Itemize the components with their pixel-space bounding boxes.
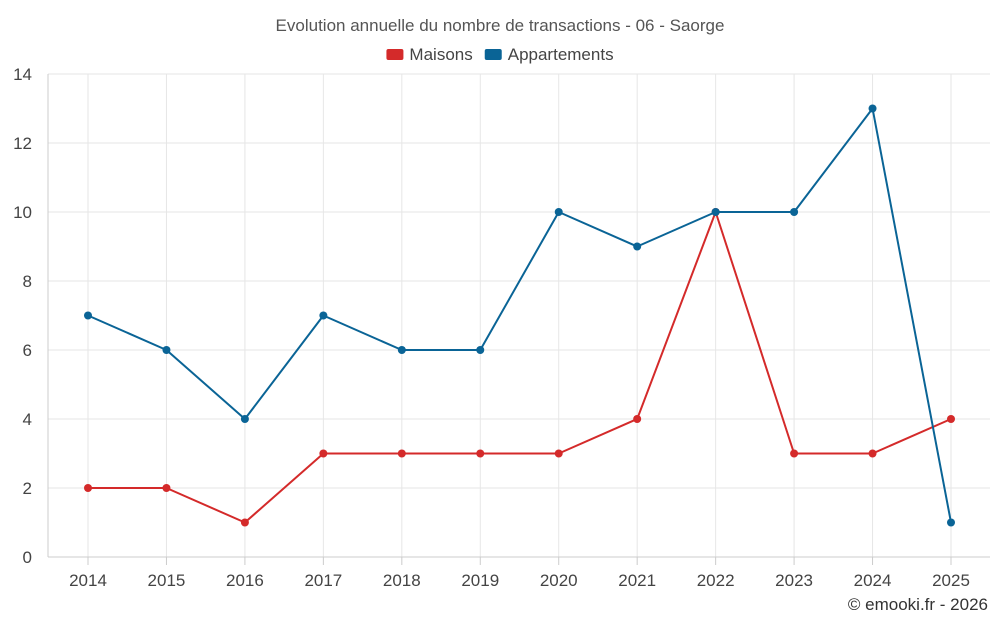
data-point-appartements[interactable] bbox=[84, 311, 92, 320]
x-tick-label: 2015 bbox=[148, 571, 186, 590]
series-group bbox=[84, 104, 955, 527]
data-point-appartements[interactable] bbox=[240, 415, 249, 423]
legend-label: Appartements bbox=[508, 45, 614, 64]
x-tick-label: 2020 bbox=[540, 571, 578, 590]
x-tick-label: 2022 bbox=[697, 571, 735, 590]
y-tick-label: 14 bbox=[13, 65, 32, 84]
credit-text: © emooki.fr - 2026 bbox=[848, 595, 988, 614]
x-tick-label: 2023 bbox=[775, 571, 813, 590]
chart-title: Evolution annuelle du nombre de transact… bbox=[276, 16, 725, 35]
x-tick-label: 2014 bbox=[69, 571, 107, 590]
data-point-appartements[interactable] bbox=[554, 208, 563, 216]
data-point-appartements[interactable] bbox=[711, 208, 720, 216]
data-point-maisons[interactable] bbox=[162, 484, 171, 492]
x-axis: 2014 2015 2016 2017 2018 2019 2020 2021 2022 2023… bbox=[48, 556, 990, 590]
legend-item-maisons[interactable]: Maisons bbox=[386, 45, 473, 64]
x-tick-label: 2018 bbox=[383, 571, 421, 590]
data-point-maisons[interactable] bbox=[554, 449, 563, 458]
legend-swatch bbox=[386, 49, 404, 60]
y-tick-label: 8 bbox=[23, 272, 32, 291]
data-point-maisons[interactable] bbox=[633, 415, 642, 423]
data-point-appartements[interactable] bbox=[476, 346, 485, 354]
data-point-maisons[interactable] bbox=[397, 449, 406, 458]
data-point-appartements[interactable] bbox=[947, 518, 955, 527]
y-tick-label: 12 bbox=[13, 134, 32, 153]
data-point-maisons[interactable] bbox=[240, 518, 249, 527]
x-tick-label: 2016 bbox=[226, 571, 264, 590]
data-point-appartements[interactable] bbox=[790, 208, 799, 216]
legend: Maisons Appartements bbox=[386, 45, 614, 64]
legend-swatch bbox=[484, 49, 502, 60]
grid bbox=[48, 73, 990, 557]
data-point-appartements[interactable] bbox=[162, 346, 171, 354]
x-tick-label: 2017 bbox=[304, 571, 342, 590]
x-tick-label: 2025 bbox=[932, 571, 970, 590]
data-point-appartements[interactable] bbox=[868, 104, 877, 113]
y-tick-label: 2 bbox=[23, 479, 32, 498]
data-point-maisons[interactable] bbox=[947, 415, 955, 423]
x-tick-label: 2024 bbox=[854, 571, 892, 590]
data-point-appartements[interactable] bbox=[397, 346, 406, 354]
x-tick-label: 2019 bbox=[461, 571, 499, 590]
y-tick-label: 4 bbox=[23, 410, 32, 429]
x-tick-label: 2021 bbox=[618, 571, 656, 590]
series-maisons bbox=[84, 208, 955, 527]
data-point-appartements[interactable] bbox=[633, 242, 642, 251]
y-axis: 0 2 4 6 8 10 12 14 bbox=[13, 65, 49, 567]
legend-label: Maisons bbox=[409, 45, 472, 64]
data-point-maisons[interactable] bbox=[868, 449, 877, 458]
data-point-maisons[interactable] bbox=[790, 449, 799, 458]
y-tick-label: 0 bbox=[23, 548, 32, 567]
series-line-maisons bbox=[88, 211, 952, 524]
series-line-appartements bbox=[87, 107, 952, 523]
data-point-maisons[interactable] bbox=[476, 449, 485, 458]
legend-item-appartements[interactable]: Appartements bbox=[484, 45, 614, 64]
y-tick-label: 6 bbox=[23, 341, 32, 360]
data-point-maisons[interactable] bbox=[84, 484, 92, 492]
y-tick-label: 10 bbox=[13, 203, 32, 222]
data-point-maisons[interactable] bbox=[319, 449, 328, 458]
data-point-appartements[interactable] bbox=[319, 311, 328, 320]
series-appartements bbox=[84, 104, 955, 527]
